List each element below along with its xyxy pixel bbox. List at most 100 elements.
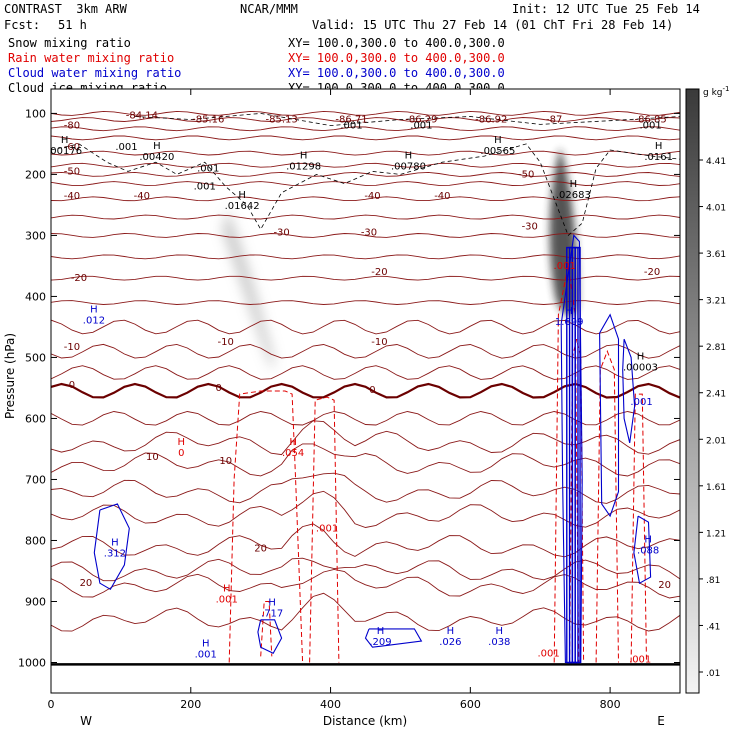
contour-label: .001 [640,121,662,132]
cloud-ice-contours [51,112,680,237]
colorbar-ramp [685,88,700,694]
isotherm-label: -86.71 [335,115,367,126]
isotherm-line [51,126,680,132]
isotherm-label: -10 [218,337,234,348]
colorbar-label: 1.61 [706,483,726,493]
isotherm-line [51,110,680,116]
maximum-value: .717 [261,609,283,620]
isotherm-label: -40 [134,191,150,202]
maximum-marker: H.01642 [225,190,260,212]
maximum-marker: H.012 [83,305,105,327]
colorbar-label: .01 [706,669,720,679]
plot-frame [50,88,681,694]
isotherm-label: -20 [371,267,387,278]
isotherm-label: -85.13 [266,115,298,126]
maximum-value: .026 [439,637,461,648]
isotherm-label: -20 [71,273,87,284]
maximum-marker: H.00780 [391,150,426,172]
forecast-label: Fcst: [4,18,41,32]
cloud-water-contour [93,503,130,591]
legend-rain-name: Rain water mixing ratio [8,51,175,65]
legend-cloudwater-xy: XY= 100.0,300.0 to 400.0,300.0 [288,66,505,80]
cloud-water-contour [257,619,283,655]
west-label: W [80,714,92,728]
maximum-h-mark: H [565,306,573,317]
rain-contour [595,349,619,663]
maximum-value: .02683 [556,190,591,201]
maximum-marker: H.026 [439,626,461,648]
colorbar-label: .81 [706,576,720,586]
isotherm-label: -86.92 [475,115,507,126]
rain-contour [260,601,273,657]
maximum-h-mark: H [202,638,210,649]
isotherm-label: -30 [361,227,377,238]
contour-label: .001 [554,261,576,272]
isotherm-label: 0 [369,385,375,396]
maximum-value: 1.699 [555,317,584,328]
cloud-ice-contour [134,112,680,127]
legend-snow-name: Snow mixing ratio [8,36,131,50]
x-axis-label: Distance (km) [323,714,407,728]
y-tick-label: 900 [25,595,46,608]
isotherm-label: 0 [69,380,75,391]
isotherm-label: 20 [80,578,93,589]
isotherm-label: -84.14 [126,110,158,121]
colorbar-label: 4.01 [706,204,726,214]
x-tick-label: 0 [48,698,55,711]
maximum-h-mark: H [300,150,308,161]
maximum-value: .00780 [391,161,426,172]
rain-contour [228,390,304,663]
isotherm-label: -10 [371,337,387,348]
maximum-marker: H1.699 [555,306,584,328]
maximum-h-mark: H [178,437,186,448]
snow-plume-west [222,210,274,370]
contour-label: .001 [629,654,651,665]
maximum-h-mark: H [153,141,161,152]
contour-label: .001 [630,397,652,408]
maximum-h-mark: H [496,626,504,637]
model-title: CONTRAST 3km ARW [4,2,127,16]
maximum-h-mark: H [405,150,413,161]
isotherm-label: 10 [219,456,232,467]
maximum-marker: H.00176 [51,135,82,157]
valid-time: Valid: 15 UTC Thu 27 Feb 14 (01 ChT Fri … [312,18,674,32]
maximum-h-mark: H [570,179,578,190]
contour-label: .001 [340,121,362,132]
contour-label: .001 [115,142,137,153]
contour-labels: -80 -84.14 -85.16 -85.13 -86.71 -86.29 -86.92 -… [51,110,673,665]
isotherm-line [51,232,680,238]
y-tick-label: 600 [25,412,46,425]
maximum-value: .001 [195,649,217,660]
maximum-value: .001 [216,594,238,605]
isotherm-label: -86.85 [635,115,667,126]
y-tick-label: 100 [25,107,46,120]
isotherm-label: -50 [64,166,80,177]
maximum-marker: H.209 [369,626,391,648]
maximum-value: .312 [104,549,126,560]
maximum-value: .012 [83,316,105,327]
isotherm-label: -86.29 [405,115,437,126]
cloud-water-contours [93,234,652,664]
maximum-marker: H.0161 [644,141,673,163]
maximum-h-mark: H [447,626,455,637]
contour-label: .001 [537,648,559,659]
init-time: Init: 12 UTC Tue 25 Feb 14 [512,2,700,16]
maximum-marker: H0 [178,437,186,459]
contour-label: .001 [197,163,219,174]
y-tick-label: 700 [25,473,46,486]
maximum-h-mark: H [238,190,246,201]
maximum-h-mark: H [644,535,652,546]
colorbar-label: 2.81 [706,343,726,353]
maximum-value: .038 [488,637,510,648]
maximum-h-mark: H [377,626,385,637]
maximum-value: .0161 [644,152,673,163]
maximum-h-mark: H [655,141,663,152]
rain-contour [630,393,647,663]
maximum-value: .088 [637,546,659,557]
colorbar-unit: g kg-1 [703,85,729,98]
isotherm-label: -50 [518,169,534,180]
isotherm-label: -87 [546,115,562,126]
colorbar-labels: 4.41 4.01 3.61 3.21 2.81 2.41 2.01 1.61 1.21 .81.… [699,157,726,679]
isotherm-label: 20 [254,543,267,554]
